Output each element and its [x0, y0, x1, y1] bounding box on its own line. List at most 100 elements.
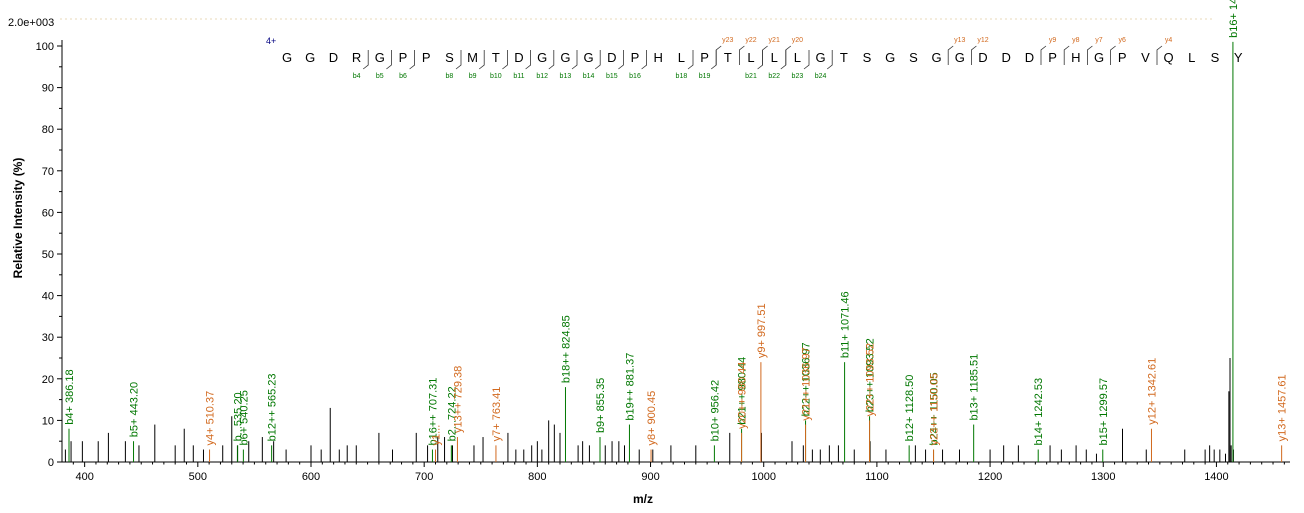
sequence-residue: G: [282, 50, 292, 65]
sequence-residue: D: [1025, 50, 1034, 65]
sequence-residue: P: [1118, 50, 1127, 65]
b-ion-bracket: [548, 50, 555, 70]
b-ion-label: b12: [536, 73, 548, 80]
axes: 0 10 20 30 40 50 60 70 80 90 100 400 500 600 700 800 900…: [36, 40, 1290, 483]
y-ion-label: y20: [792, 37, 803, 44]
sequence-residue: G: [375, 50, 385, 65]
scale-label: 2.0e+003: [8, 17, 54, 29]
b-ion-bracket: [525, 50, 531, 70]
peak-label: b21++ 980.44: [737, 357, 749, 425]
sequence-residue: G: [305, 50, 315, 65]
peak-label: b16+ 1414.57: [1228, 0, 1240, 38]
sequence-residue: R: [352, 50, 361, 65]
y-ion-bracket: [785, 45, 792, 65]
peak-label: b2...724.22: [446, 386, 458, 441]
peak-label: y13++ 729.38: [452, 366, 464, 433]
y-tick-label: 20: [42, 374, 54, 386]
sequence-residue: D: [607, 50, 616, 65]
x-axis-title: m/z: [633, 492, 653, 506]
peak-label: b10+ 956.42: [709, 380, 721, 441]
peak-label: y23++ 1150.05: [929, 373, 941, 446]
sequence-residue: D: [978, 50, 987, 65]
b-ion-label: b24: [815, 73, 827, 80]
y-ion-bracket: [947, 45, 954, 65]
b-ion-label: b13: [560, 73, 572, 80]
peak-labels: b4+ 386.18 b5+ 443.20 y4+ 510.37 b...535.20…: [64, 0, 1289, 446]
y-ion-label: y22: [745, 37, 756, 44]
sequence-residue: M: [467, 50, 478, 65]
y-ion-label: y13: [954, 37, 965, 44]
y-ion-bracket: [762, 45, 768, 65]
peak-label: y12+ 1342.61: [1146, 358, 1158, 425]
charge-state: 4+: [266, 36, 276, 46]
peak-label: y20++ 980.44: [737, 362, 749, 429]
b-ion-bracket: [826, 50, 833, 70]
peak-label: b24++ 1150.05: [929, 372, 941, 445]
y-tick-label: 70: [42, 166, 54, 178]
y-ion-label: y8: [1072, 37, 1080, 44]
y-ion-label: y4: [1165, 37, 1173, 44]
sequence-residue: P: [399, 50, 408, 65]
peak-label: y21++ 1036.97: [801, 347, 813, 420]
y-ion-label: y21: [769, 37, 780, 44]
b-ion-label: b9: [469, 73, 477, 80]
x-tick-label: 1000: [751, 471, 775, 483]
y-ion-label: y6: [1118, 37, 1126, 44]
peaks: [64, 41, 1283, 462]
sequence-residue: G: [932, 50, 942, 65]
peak-label: b16++ 707.31: [427, 378, 439, 446]
sequence-residue: L: [1188, 50, 1195, 65]
y-ion-label: y9: [1049, 37, 1057, 44]
peak-label: y9+ 997.51: [756, 303, 768, 358]
y-ion-bracket: [715, 45, 722, 65]
y-tick-label: 30: [42, 332, 54, 344]
sequence-residue: V: [1141, 50, 1150, 65]
peptide-sequence: 4+G G D R G P P S M T D G G G D P H L P T L L L G T S G S G G D D D P H G P V…: [266, 36, 1243, 80]
b-ion-label: b19: [699, 73, 711, 80]
sequence-residue: G: [1094, 50, 1104, 65]
sequence-residue: S: [909, 50, 918, 65]
y-ion-bracket: [1063, 45, 1070, 65]
peak-label: b13+ 1185.51: [969, 354, 981, 421]
y-tick-label: 40: [42, 291, 54, 303]
b-ion-label: b16: [629, 73, 641, 80]
sequence-residue: H: [1071, 50, 1080, 65]
y-ion-bracket: [1087, 45, 1093, 65]
y-tick-label: 10: [42, 415, 54, 427]
b-ion-label: b6: [399, 73, 407, 80]
x-tick-label: 400: [75, 471, 93, 483]
peak-label: b...535.20: [233, 392, 245, 441]
sequence-residue: G: [560, 50, 570, 65]
peak-label: b11+ 1071.46: [840, 291, 852, 358]
peak-label: y13+ 1457.61: [1277, 374, 1289, 441]
b-ion-bracket: [780, 50, 787, 70]
x-tick-label: 900: [641, 471, 659, 483]
y-tick-label: 0: [48, 457, 54, 469]
peak-label: b5+ 443.20: [129, 382, 141, 437]
y-tick-label: 50: [42, 249, 54, 261]
b-ion-bracket: [594, 50, 601, 70]
y-tick-label: 60: [42, 207, 54, 219]
sequence-residue: T: [840, 50, 848, 65]
b-ion-bracket: [478, 50, 485, 70]
sequence-residue: P: [1048, 50, 1057, 65]
b-ion-label: b22: [768, 73, 780, 80]
y-ion-bracket: [1040, 45, 1047, 65]
sequence-residue: Y: [1234, 50, 1243, 65]
y-ion-label: y12: [977, 37, 988, 44]
peak-label: y22++ 1093.52: [865, 343, 877, 416]
sequence-residue: D: [329, 50, 338, 65]
sequence-residue: S: [445, 50, 454, 65]
peak-label: y7+ 763.41: [491, 387, 503, 442]
y-ion-label: y7: [1095, 37, 1103, 44]
sequence-residue: L: [747, 50, 754, 65]
peak-label: y1...: [430, 425, 442, 446]
peak-label: y4+ 510.37: [205, 391, 217, 446]
b-ion-bracket: [409, 50, 415, 70]
y-ion-label: y23: [722, 37, 733, 44]
sequence-residue: G: [584, 50, 594, 65]
peak-label: b9+ 855.35: [595, 378, 607, 433]
peak-label: b22++ 1036.97: [801, 342, 813, 416]
y-axis-title: Relative Intensity (%): [11, 158, 25, 279]
